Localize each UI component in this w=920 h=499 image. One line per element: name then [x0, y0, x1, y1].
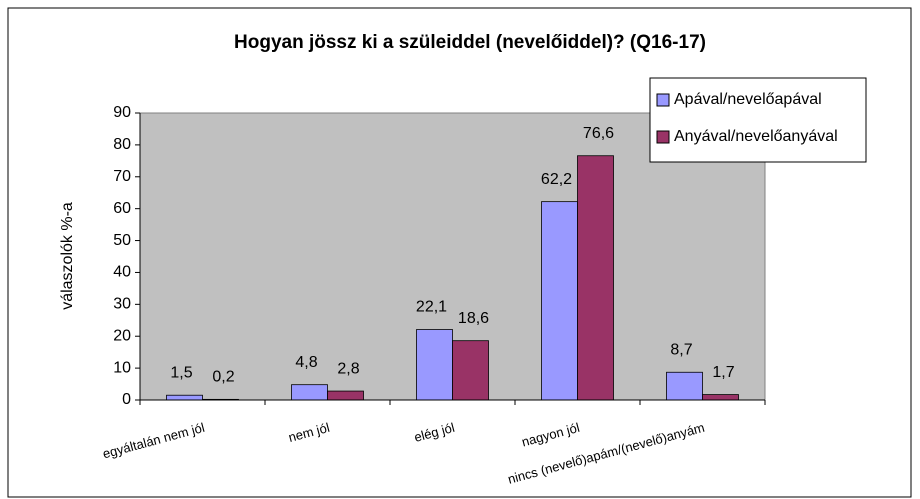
value-label: 62,2 — [541, 171, 572, 188]
value-label: 2,8 — [337, 360, 359, 377]
bar — [541, 201, 578, 401]
legend-label: Anyával/nevelőanyával — [674, 128, 838, 145]
bar — [666, 371, 703, 401]
y-tick-label: 50 — [113, 232, 131, 249]
y-tick-label: 40 — [113, 264, 131, 281]
legend-box — [649, 77, 867, 163]
y-tick-label: 20 — [113, 327, 131, 344]
bar — [291, 384, 328, 401]
value-label: 76,6 — [583, 125, 614, 142]
bar — [702, 394, 739, 401]
legend-swatch — [656, 130, 670, 144]
legend-label: Apával/nevelőapával — [674, 91, 822, 108]
bar — [577, 155, 614, 401]
y-tick-label: 10 — [113, 359, 131, 376]
bar — [452, 340, 489, 401]
y-tick-label: 70 — [113, 168, 131, 185]
y-tick-label: 90 — [113, 104, 131, 121]
value-label: 1,7 — [712, 364, 734, 381]
value-label: 4,8 — [295, 354, 317, 371]
bar — [327, 390, 364, 401]
legend-swatch — [656, 93, 670, 107]
y-tick-label: 80 — [113, 136, 131, 153]
y-axis-label: válaszolók %-a — [59, 202, 76, 310]
value-label: 18,6 — [458, 310, 489, 327]
bar — [166, 394, 203, 401]
value-label: 1,5 — [170, 364, 192, 381]
value-label: 0,2 — [212, 369, 234, 386]
value-label: 22,1 — [416, 299, 447, 316]
chart-title: Hogyan jössz ki a szüleiddel (nevelőidde… — [234, 32, 706, 53]
y-tick-label: 30 — [113, 296, 131, 313]
y-tick-label: 60 — [113, 200, 131, 217]
bar — [416, 329, 453, 401]
value-label: 8,7 — [670, 341, 692, 358]
y-tick-label: 0 — [122, 391, 131, 408]
